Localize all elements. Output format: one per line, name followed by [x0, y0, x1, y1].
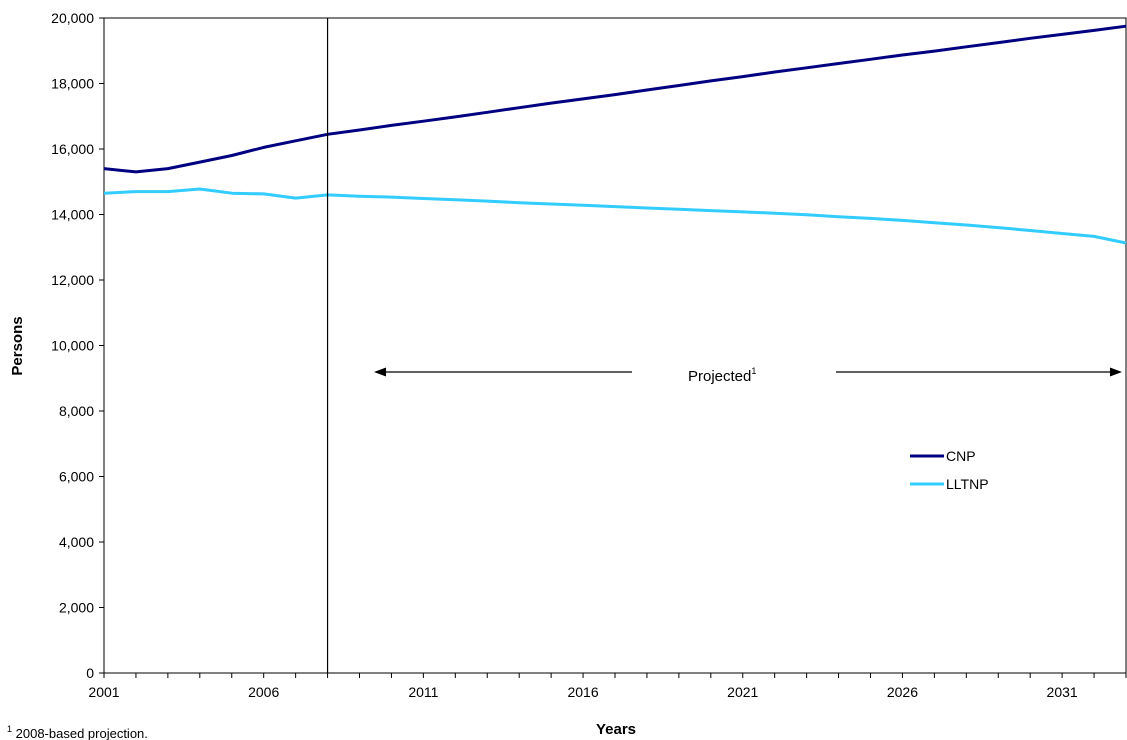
plot-area-border: [103, 17, 1127, 674]
y-tick-label: 4,000: [59, 534, 94, 550]
x-axis: 2001 2006 2011 2016 2021 2026 2031: [88, 673, 1127, 700]
footnote-marker: 1: [7, 724, 12, 734]
projected-label-text: Projected: [688, 368, 751, 385]
legend: CNP LLTNP: [910, 448, 989, 492]
x-tick-label: 2031: [1047, 684, 1078, 700]
y-tick-label: 10,000: [51, 338, 94, 354]
x-tick-label: 2026: [887, 684, 918, 700]
y-tick-label: 14,000: [51, 207, 94, 223]
footnote: 1 2008-based projection.: [7, 724, 148, 740]
projected-superscript: 1: [751, 366, 756, 376]
y-tick-label: 8,000: [59, 403, 94, 419]
projected-right-arrowhead: [1110, 367, 1122, 377]
y-tick-label: 20,000: [51, 10, 94, 26]
projected-annotation: Projected1: [374, 366, 1122, 385]
legend-label-lltnp: LLTNP: [946, 476, 989, 492]
footnote-text: 2008-based projection.: [12, 726, 148, 740]
x-tick-label: 2001: [88, 684, 119, 700]
series-line-lltnp: [103, 187, 1127, 245]
series-line-cnp: [103, 24, 1127, 174]
series-layer: [103, 24, 1127, 245]
x-tick-label: 2021: [727, 684, 758, 700]
y-tick-label: 12,000: [51, 272, 94, 288]
x-tick-label: 2016: [567, 684, 598, 700]
y-tick-label: 0: [86, 665, 94, 681]
x-tick-label: 2006: [248, 684, 279, 700]
x-axis-title: Years: [596, 721, 636, 738]
y-tick-label: 18,000: [51, 76, 94, 92]
projected-label: Projected1: [688, 366, 756, 385]
y-axis: 0 2,000 4,000 6,000 8,000 10,000 12,000 14,000 1…: [51, 10, 104, 681]
legend-label-cnp: CNP: [946, 448, 976, 464]
y-tick-label: 16,000: [51, 141, 94, 157]
plot-frame: [103, 17, 1127, 674]
y-tick-label: 2,000: [59, 600, 94, 616]
projected-left-arrowhead: [374, 367, 386, 377]
x-tick-label: 2011: [408, 684, 438, 700]
y-axis-title: Persons: [9, 316, 26, 375]
y-tick-label: 6,000: [59, 469, 94, 485]
